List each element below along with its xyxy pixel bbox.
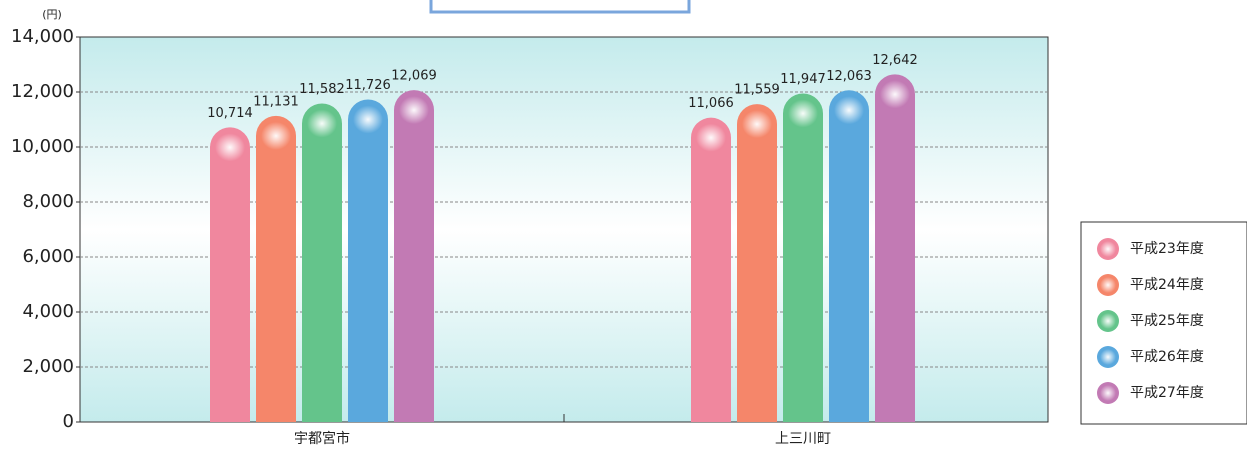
x-tick-label: 上三川町	[775, 431, 831, 447]
bar	[737, 104, 778, 422]
y-tick-label: 14,000	[11, 26, 74, 47]
legend-swatch-highlight	[1100, 385, 1116, 401]
bar	[256, 115, 296, 422]
legend-swatch-highlight	[1100, 277, 1116, 293]
y-tick-label: 2,000	[22, 356, 74, 377]
y-tick-label: 12,000	[11, 81, 74, 102]
value-label: 11,131	[253, 94, 299, 109]
bar	[875, 74, 915, 423]
y-tick-label: 8,000	[22, 191, 74, 212]
bar-highlight	[261, 121, 291, 150]
value-label: 12,063	[826, 69, 872, 84]
bar	[302, 103, 342, 423]
value-label: 11,559	[734, 83, 780, 98]
x-tick-label: 宇都宮市	[294, 430, 350, 447]
y-tick-label: 6,000	[22, 246, 74, 267]
bar-highlight	[399, 96, 429, 125]
y-tick-label: 4,000	[22, 301, 74, 322]
bar-highlight	[742, 110, 772, 139]
value-label: 12,069	[391, 69, 437, 84]
legend-swatch-highlight	[1100, 349, 1116, 365]
value-label: 11,726	[345, 78, 391, 93]
bar	[783, 93, 823, 423]
bar	[210, 127, 250, 423]
legend-label: 平成26年度	[1130, 349, 1204, 365]
bar	[348, 99, 388, 422]
legend-label: 平成27年度	[1130, 385, 1204, 401]
bar-highlight	[215, 133, 245, 162]
value-label: 11,582	[299, 82, 345, 97]
y-axis-label: (円)	[42, 8, 62, 21]
legend-swatch-highlight	[1100, 313, 1116, 329]
value-label: 11,947	[780, 72, 826, 87]
value-label: 12,642	[872, 53, 918, 68]
legend-label: 平成24年度	[1130, 277, 1204, 293]
bar-highlight	[880, 80, 910, 109]
title-box	[429, 0, 691, 14]
legend-swatch-highlight	[1100, 241, 1116, 257]
value-label: 10,714	[207, 106, 253, 121]
bar-highlight	[696, 123, 726, 152]
y-tick-label: 10,000	[11, 136, 74, 157]
y-tick-label: 0	[63, 411, 74, 432]
legend-label: 平成25年度	[1130, 313, 1204, 329]
value-label: 11,066	[688, 96, 734, 111]
bar	[394, 90, 434, 422]
legend-label: 平成23年度	[1130, 241, 1204, 257]
bar-highlight	[307, 109, 337, 138]
bar-highlight	[788, 99, 818, 128]
bar-highlight	[834, 96, 864, 125]
bar	[691, 117, 731, 423]
bar	[829, 90, 869, 422]
bar-highlight	[353, 105, 383, 134]
